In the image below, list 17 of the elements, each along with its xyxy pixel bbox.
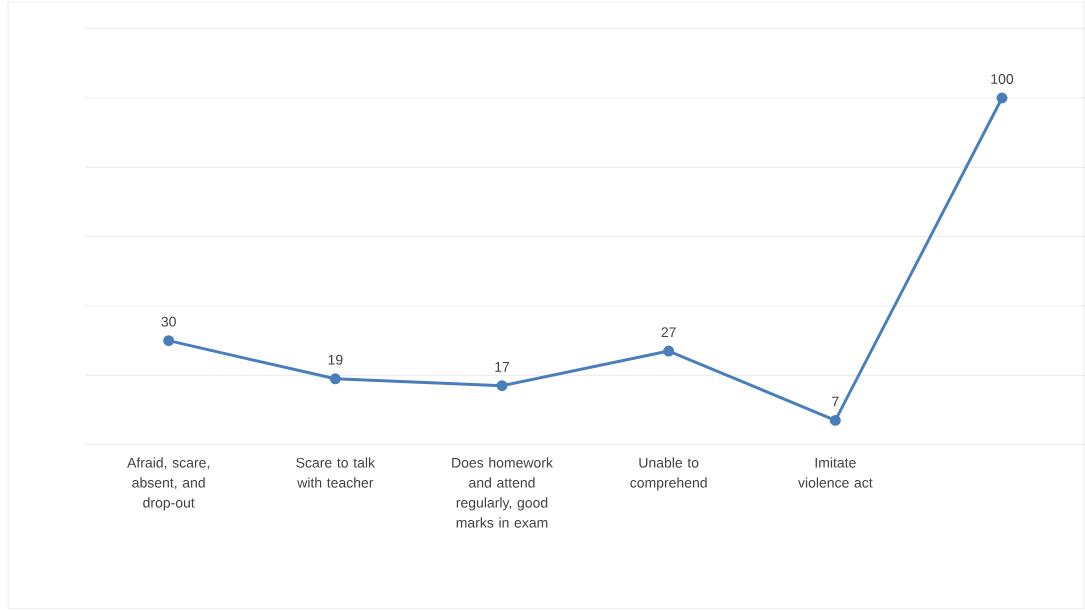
point [329,373,341,385]
point [996,92,1008,104]
data-label: 7 [832,396,839,407]
data-label: 100 [991,74,1014,84]
point [829,414,841,426]
point [496,380,508,392]
x-tick-label: Afraid, scare, absent, and drop-out [127,457,210,511]
x-tick-label: Imitate violence act [798,457,873,488]
x-tick-label: Scare to talk with teacher [296,457,376,488]
data-label: 17 [495,362,510,372]
data-label: 27 [661,327,676,338]
data-label: 30 [161,316,176,327]
x-tick-label: Does homework and attend regularly, good marks in exam [452,457,553,528]
data-label: 19 [328,354,343,365]
point [663,345,675,357]
x-tick-label: Unable to comprehend [630,457,707,491]
point [163,335,175,347]
